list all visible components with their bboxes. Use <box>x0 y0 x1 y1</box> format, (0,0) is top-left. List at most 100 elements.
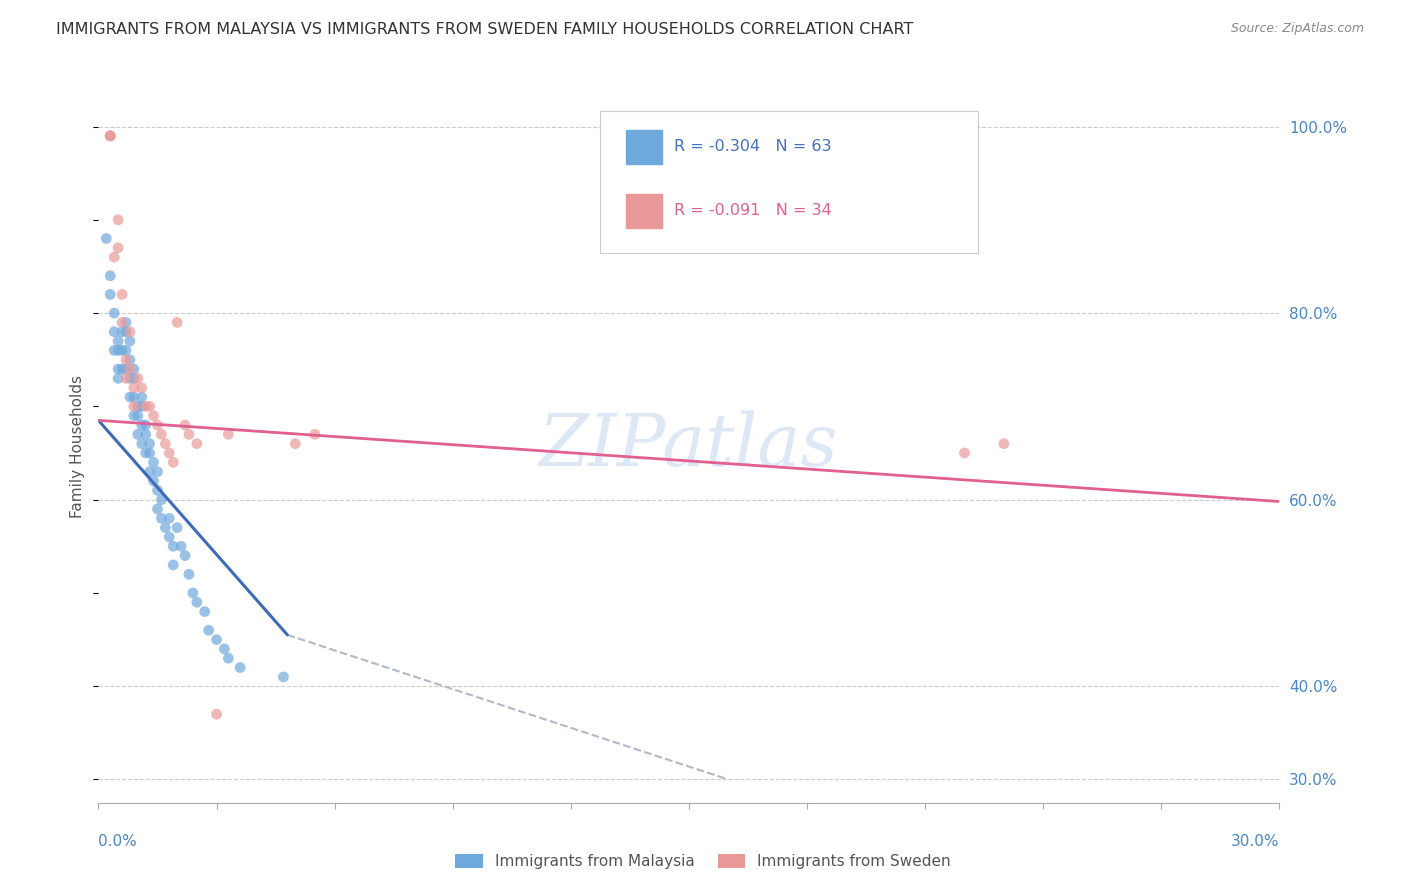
Point <box>103 306 125 320</box>
Point <box>217 651 239 665</box>
Point <box>177 427 200 442</box>
Point <box>115 343 138 358</box>
Point <box>127 427 149 442</box>
Point <box>174 549 197 563</box>
Point <box>122 390 145 404</box>
Point <box>205 632 228 647</box>
Text: 30.0%: 30.0% <box>1232 834 1279 849</box>
Point <box>150 427 173 442</box>
Point <box>146 417 169 432</box>
Point <box>107 371 129 385</box>
Point <box>177 567 200 582</box>
Point <box>162 558 184 572</box>
Point <box>138 446 160 460</box>
Text: 0.0%: 0.0% <box>98 834 138 849</box>
Point <box>118 362 141 376</box>
Point <box>155 436 177 450</box>
Point <box>162 539 184 553</box>
Point <box>115 325 138 339</box>
Point <box>186 436 208 450</box>
Point <box>98 268 121 283</box>
Text: Source: ZipAtlas.com: Source: ZipAtlas.com <box>1230 22 1364 36</box>
Point <box>150 511 173 525</box>
Point <box>103 250 125 264</box>
Bar <box>626 194 662 228</box>
Point <box>953 446 976 460</box>
Point <box>166 315 188 329</box>
Y-axis label: Family Households: Family Households <box>70 375 86 517</box>
Point <box>107 343 129 358</box>
Point <box>157 446 180 460</box>
Point <box>214 641 236 656</box>
Point <box>111 362 134 376</box>
Point <box>127 409 149 423</box>
Point <box>107 362 129 376</box>
Point <box>229 660 252 674</box>
Point <box>194 605 217 619</box>
Point <box>122 409 145 423</box>
Point <box>115 371 138 385</box>
Point <box>107 241 129 255</box>
Point <box>127 400 149 414</box>
Point <box>118 390 141 404</box>
Text: IMMIGRANTS FROM MALAYSIA VS IMMIGRANTS FROM SWEDEN FAMILY HOUSEHOLDS CORRELATION: IMMIGRANTS FROM MALAYSIA VS IMMIGRANTS F… <box>56 22 914 37</box>
Point <box>284 436 307 450</box>
Point <box>142 409 165 423</box>
Point <box>146 465 169 479</box>
Point <box>166 521 188 535</box>
Point <box>138 465 160 479</box>
Point <box>115 362 138 376</box>
Point <box>111 315 134 329</box>
Point <box>98 128 121 143</box>
Point <box>107 334 129 348</box>
Legend: Immigrants from Malaysia, Immigrants from Sweden: Immigrants from Malaysia, Immigrants fro… <box>449 848 957 875</box>
Point <box>155 521 177 535</box>
Text: R = -0.091   N = 34: R = -0.091 N = 34 <box>673 203 831 218</box>
Point <box>273 670 295 684</box>
Point <box>135 446 157 460</box>
Point <box>122 381 145 395</box>
Point <box>115 315 138 329</box>
Point <box>103 343 125 358</box>
Point <box>217 427 239 442</box>
Point <box>138 400 160 414</box>
Point <box>103 325 125 339</box>
Point <box>96 231 118 245</box>
Point <box>135 427 157 442</box>
Point <box>118 371 141 385</box>
Point <box>146 502 169 516</box>
Point <box>131 381 153 395</box>
Point <box>142 455 165 469</box>
Point <box>186 595 208 609</box>
Point <box>131 390 153 404</box>
Point <box>127 371 149 385</box>
Text: R = -0.304   N = 63: R = -0.304 N = 63 <box>673 139 831 153</box>
Point <box>111 325 134 339</box>
Point <box>162 455 184 469</box>
Point <box>157 530 180 544</box>
Point <box>122 400 145 414</box>
Point <box>111 287 134 301</box>
Point <box>98 287 121 301</box>
Point <box>205 707 228 722</box>
Point <box>197 624 219 638</box>
Point <box>146 483 169 498</box>
Point <box>135 400 157 414</box>
Point <box>131 417 153 432</box>
Point <box>304 427 326 442</box>
Bar <box>626 130 662 164</box>
Point <box>131 400 153 414</box>
Point <box>115 352 138 367</box>
Point <box>170 539 193 553</box>
Text: ZIPatlas: ZIPatlas <box>538 410 839 482</box>
Point <box>138 436 160 450</box>
Point <box>118 325 141 339</box>
Point <box>111 343 134 358</box>
Point <box>157 511 180 525</box>
Point <box>993 436 1015 450</box>
Point <box>142 474 165 488</box>
Point <box>118 352 141 367</box>
Point <box>98 128 121 143</box>
Point <box>107 212 129 227</box>
Point <box>122 371 145 385</box>
